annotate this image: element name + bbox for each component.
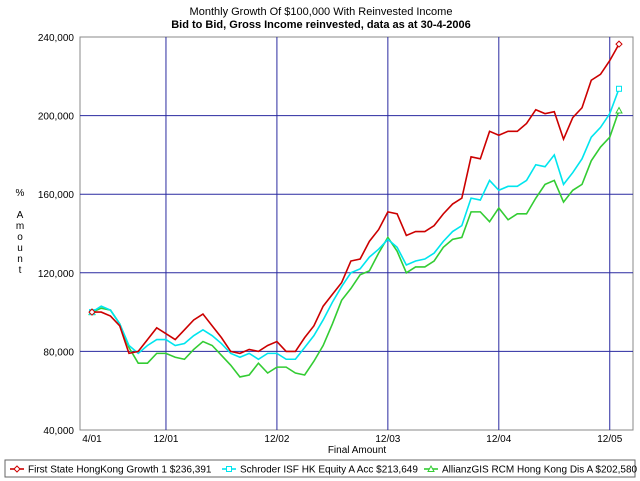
series-line [91, 110, 620, 378]
y-tick-label: 80,000 [43, 347, 74, 358]
data-point-triangle [615, 106, 623, 114]
grid-lines [80, 37, 633, 430]
plot-area [79, 36, 634, 431]
legend-box [4, 459, 636, 478]
legend-label: AllianzGIS RCM Hong Kong Dis A $202,580 [442, 465, 638, 476]
y-tick-label: 120,000 [38, 269, 75, 280]
y-axis-label-char: t [19, 265, 22, 276]
x-tick-label: 12/02 [264, 434, 289, 445]
y-axis-label-char: n [17, 254, 23, 265]
y-axis-label-char: m [16, 221, 24, 232]
series-layer [88, 40, 623, 378]
legend-label: Schroder ISF HK Equity A Acc $213,649 [240, 465, 418, 476]
y-axis-label-char: o [17, 232, 23, 243]
x-tick-label: 12/01 [153, 434, 178, 445]
y-axis-label-char: u [17, 243, 23, 254]
y-tick-label: 160,000 [38, 190, 75, 201]
series-line [91, 88, 620, 361]
series-line [92, 43, 620, 355]
legend-label: First State HongKong Growth 1 $236,391 [28, 465, 212, 476]
x-tick-label: 12/03 [375, 434, 400, 445]
y-tick-label: 40,000 [43, 426, 74, 437]
x-axis-ticks: 4/01 12/01 12/02 12/03 12/04 12/05 [82, 434, 622, 445]
y-tick-label: 200,000 [38, 112, 75, 123]
data-point-diamond [615, 40, 623, 48]
y-axis-ticks: 40,000 80,000 120,000 160,000 200,000 240,000 [38, 33, 75, 437]
x-tick-label: 4/01 [82, 434, 102, 445]
x-tick-label: 12/05 [597, 434, 622, 445]
data-point-square [616, 85, 622, 92]
legend: First State HongKong Growth 1 $236,391 Sc… [10, 465, 638, 476]
data-point-triangle [427, 464, 435, 472]
y-axis-label: % Amount [16, 188, 25, 276]
chart-title: Monthly Growth Of $100,000 With Reinvest… [190, 6, 453, 18]
chart-subtitle: Bid to Bid, Gross Income reinvested, dat… [171, 19, 471, 31]
series-0 [88, 40, 623, 355]
data-point-square [226, 466, 232, 472]
x-tick-label: 12/04 [486, 434, 511, 445]
y-axis-label-char: A [17, 210, 24, 221]
data-point-diamond [13, 465, 21, 473]
y-axis-label-char: % [16, 188, 25, 199]
data-point-diamond [88, 308, 96, 316]
y-tick-label: 240,000 [38, 33, 75, 44]
x-axis-label: Final Amount [328, 445, 387, 456]
